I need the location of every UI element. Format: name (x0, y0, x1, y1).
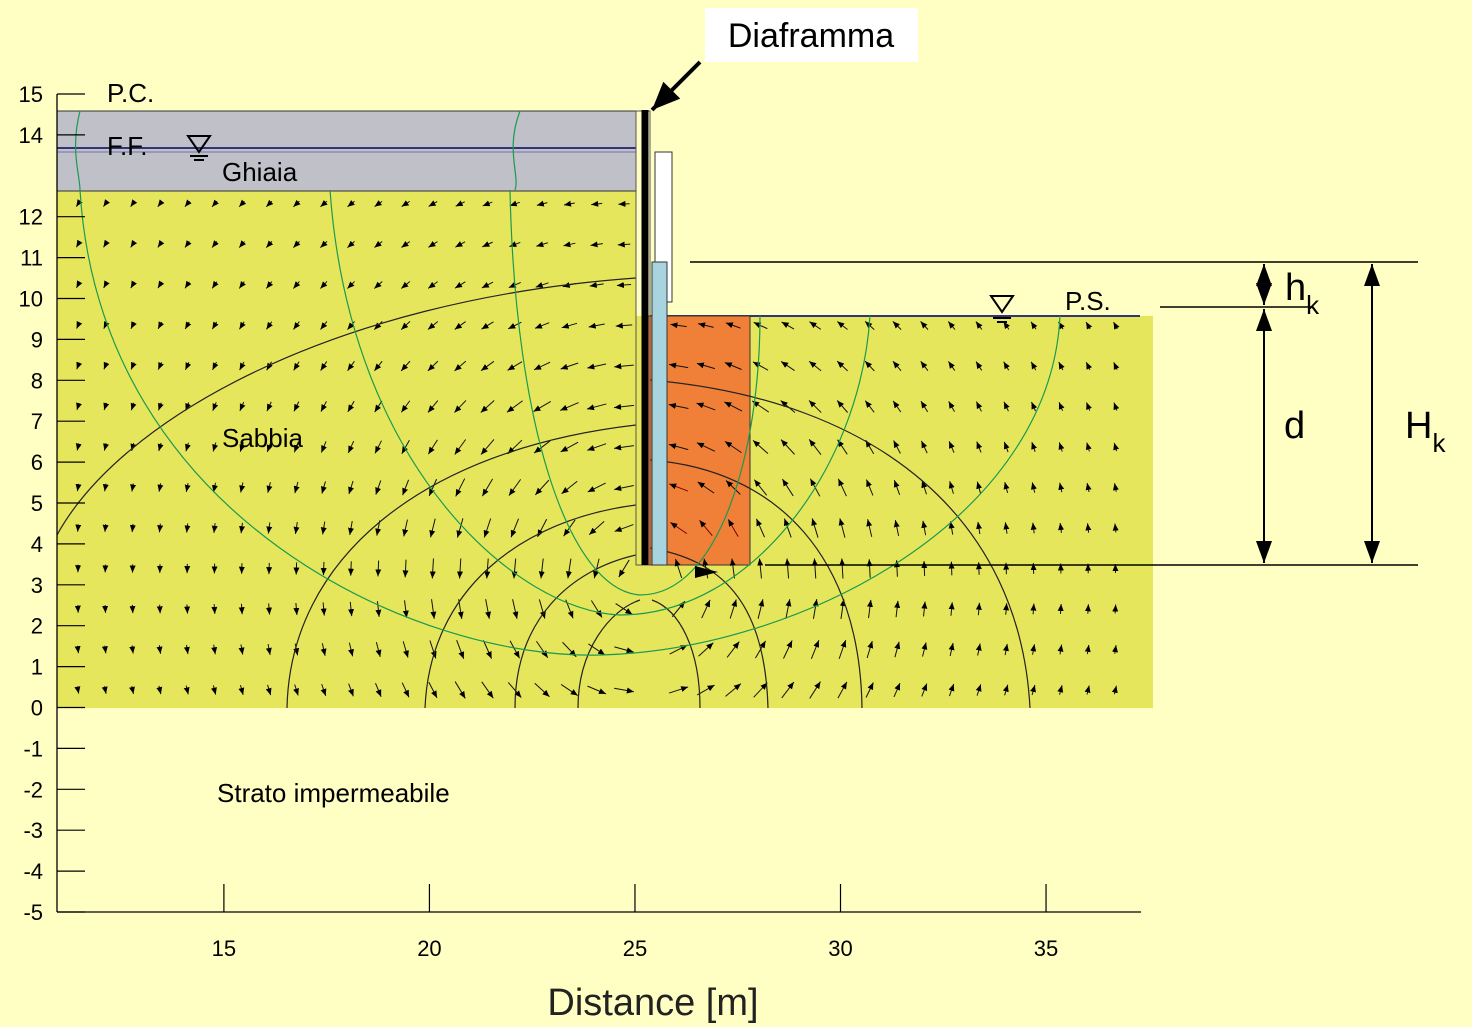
symbol: h (1285, 267, 1306, 309)
ground-level-label: P.C. (107, 78, 154, 108)
layer-label: Sabbia (222, 423, 303, 453)
y-tick-label: 4 (31, 532, 43, 557)
flow-vector (951, 562, 952, 576)
y-tick-label: 6 (31, 450, 43, 475)
water-table-label: F.F. (107, 131, 147, 161)
flow-vector (160, 605, 161, 614)
y-tick-label: -1 (23, 736, 43, 761)
y-tick-label: 8 (31, 368, 43, 393)
flow-vector (351, 561, 352, 575)
x-tick-label: 25 (623, 936, 647, 961)
sand-left (57, 191, 636, 708)
y-tick-label: 0 (31, 696, 43, 721)
flow-vector (187, 604, 188, 613)
flow-vector (214, 604, 215, 614)
y-tick-label: 9 (31, 327, 43, 352)
x-tick-label: 20 (417, 936, 441, 961)
layer-label: Strato impermeabile (217, 778, 450, 808)
symbol: H (1405, 405, 1432, 447)
x-tick-label: 35 (1034, 936, 1058, 961)
y-tick-label: 3 (31, 573, 43, 598)
water-symbol (991, 296, 1013, 312)
flow-vector (378, 561, 379, 577)
x-tick-label: 30 (828, 936, 852, 961)
y-tick-label: 2 (31, 614, 43, 639)
x-axis-title: Distance [m] (547, 982, 758, 1024)
wall-panel (652, 262, 667, 565)
dimension-label: hk (1285, 267, 1320, 320)
y-tick-label: 12 (19, 205, 43, 230)
layer-label: Ghiaia (222, 157, 298, 187)
flow-vector (1115, 605, 1116, 614)
y-tick-label: -2 (23, 777, 43, 802)
y-tick-label: -3 (23, 818, 43, 843)
dimension-label: Hk (1405, 405, 1446, 458)
y-tick-label: -5 (23, 900, 43, 925)
y-tick-label: 1 (31, 655, 43, 680)
dimension-label: d (1284, 405, 1305, 447)
callout-arrow (652, 62, 700, 110)
soil-layers (57, 111, 1153, 708)
flow-vector (1060, 604, 1061, 614)
y-tick-label: 15 (19, 82, 43, 107)
flow-vector (618, 244, 630, 245)
subscript: k (1306, 290, 1320, 320)
subscript: k (1432, 428, 1446, 458)
flow-vector (78, 524, 79, 531)
x-tick-label: 15 (212, 936, 236, 961)
y-tick-label: 5 (31, 491, 43, 516)
water-table-label: P.S. (1065, 286, 1111, 316)
y-tick-label: -4 (23, 859, 43, 884)
flow-vector (1088, 604, 1089, 613)
y-tick-label: 7 (31, 409, 43, 434)
flow-net-diagram: 15141211109876543210-1-2-3-4-51520253035… (0, 0, 1472, 1027)
flow-vector (618, 204, 629, 205)
y-tick-label: 14 (19, 123, 43, 148)
y-tick-label: 11 (20, 246, 43, 271)
diaphragm-label: Diaframma (728, 17, 894, 55)
y-tick-label: 10 (19, 287, 43, 312)
flow-vector (924, 561, 925, 576)
